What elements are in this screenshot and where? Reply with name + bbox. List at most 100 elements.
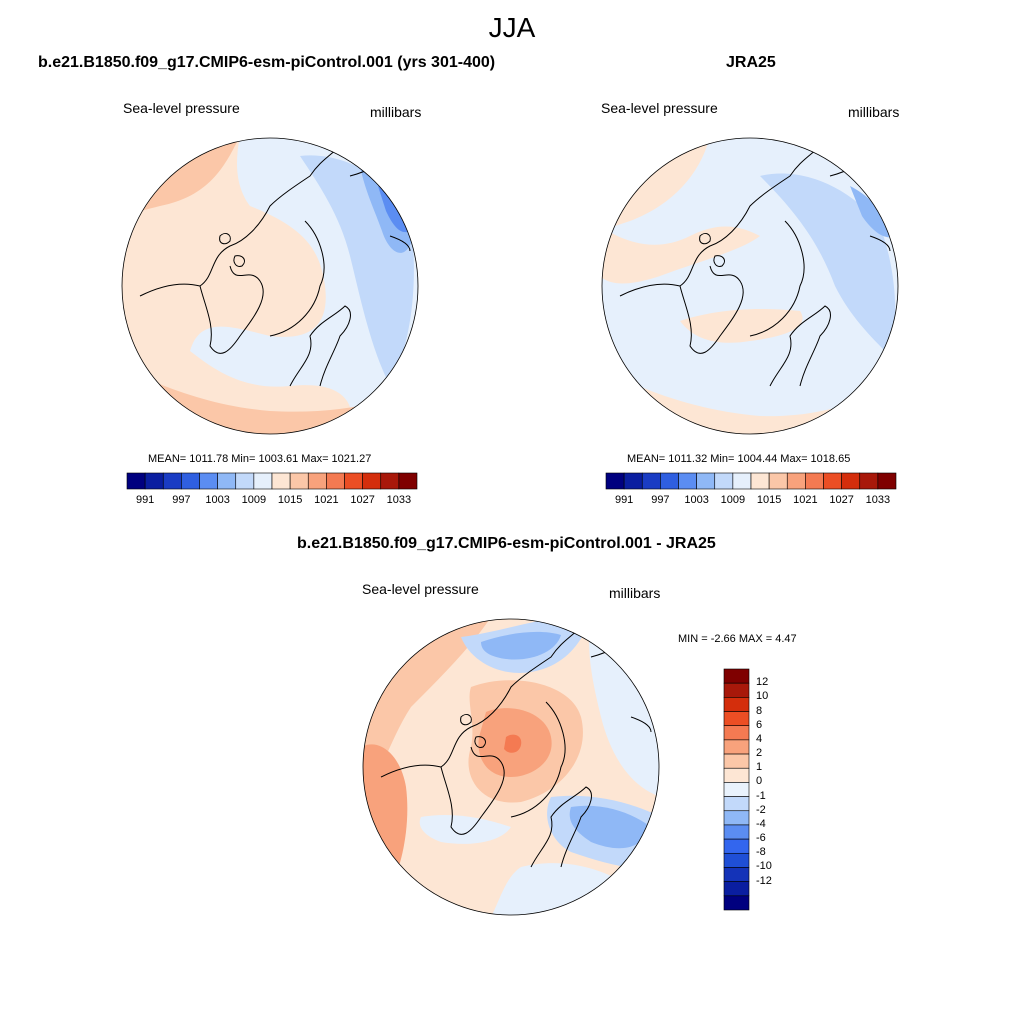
- model-polar-map: [121, 137, 419, 435]
- obs-colorbar-box: [605, 472, 625, 490]
- model-colorbar-box: [253, 472, 273, 490]
- diff-colorbar-box: [723, 838, 750, 854]
- diff-colorbar-box: [723, 895, 750, 911]
- model-colorbar-tick-label: 1021: [314, 494, 339, 506]
- diff-colorbar-tick-label: 0: [756, 775, 763, 788]
- diff-colorbar-box: [723, 739, 750, 755]
- diff-colorbar-tick-label: -12: [756, 874, 772, 887]
- diff-colorbar-tick-label: 4: [756, 732, 763, 745]
- diff-colorbar-tick-label: 10: [756, 690, 769, 703]
- model-variable-label: Sea-level pressure: [123, 100, 240, 116]
- obs-stats: MEAN= 1011.32 Min= 1004.44 Max= 1018.65: [627, 453, 851, 465]
- obs-colorbar-box: [732, 472, 752, 490]
- model-colorbar-box: [398, 472, 418, 490]
- obs-colorbar-tick-label: 1009: [720, 494, 746, 506]
- obs-colorbar-ticks: 991 997 1003 1009 1015 1021 1027 1033: [606, 494, 896, 508]
- model-colorbar-box: [181, 472, 200, 490]
- model-colorbar-box: [144, 472, 164, 490]
- diff-panel-title: b.e21.B1850.f09_g17.CMIP6-esm-piControl.…: [297, 535, 716, 552]
- obs-colorbar-tick-label: 1033: [865, 494, 891, 506]
- obs-colorbar-box: [623, 472, 643, 490]
- model-colorbar-tick-label: 1003: [205, 494, 230, 506]
- obs-colorbar-tick-label: 997: [651, 494, 670, 506]
- diff-colorbar-box: [723, 782, 750, 797]
- diff-colorbar-tick-label: 6: [756, 718, 763, 731]
- obs-colorbar-box: [786, 472, 806, 490]
- model-colorbar-tick-label: 1009: [241, 494, 267, 506]
- diff-colorbar-box: [723, 682, 750, 698]
- model-colorbar-box: [344, 472, 363, 490]
- obs-colorbar-box: [678, 472, 697, 490]
- obs-colorbar-box: [805, 472, 824, 490]
- obs-colorbar-box: [750, 472, 770, 490]
- model-colorbar-box: [235, 472, 255, 490]
- model-colorbar-box: [380, 472, 400, 490]
- diff-colorbar-box: [723, 753, 750, 769]
- obs-variable-label: Sea-level pressure: [601, 100, 718, 116]
- obs-colorbar-tick-label: 1015: [756, 494, 782, 506]
- model-colorbar-box: [289, 472, 309, 490]
- obs-colorbar-box: [877, 472, 897, 490]
- diff-colorbar-tick-label: 12: [756, 676, 769, 689]
- diff-colorbar-tick-label: 1: [756, 761, 763, 774]
- diff-colorbar-tick-label: 8: [756, 704, 763, 717]
- diff-polar-map: [362, 618, 660, 916]
- obs-colorbar-box: [660, 472, 679, 490]
- obs-colorbar-box: [823, 472, 842, 490]
- diff-colorbar-box: [723, 852, 750, 868]
- model-colorbar-box: [362, 472, 382, 490]
- diff-colorbar-tick-label: -1: [756, 789, 766, 802]
- obs-colorbar-box: [641, 472, 661, 490]
- diff-colorbar-tick-label: -10: [756, 860, 772, 873]
- obs-colorbar-box: [696, 472, 716, 490]
- obs-units-label: millibars: [848, 104, 900, 120]
- obs-colorbar-tick-label: 1003: [684, 494, 709, 506]
- model-colorbar-box: [217, 472, 237, 490]
- model-colorbar-tick-label: 997: [172, 494, 191, 506]
- diff-colorbar-box: [723, 810, 750, 826]
- obs-colorbar-box: [714, 472, 734, 490]
- obs-panel-title: JRA25: [726, 54, 776, 71]
- diff-colorbar-box: [723, 767, 750, 783]
- obs-colorbar-tick-label: 1021: [793, 494, 818, 506]
- model-colorbar-box: [326, 472, 345, 490]
- model-colorbar-tick-label: 1015: [277, 494, 303, 506]
- diff-colorbar-box: [723, 711, 750, 727]
- diff-colorbar-box: [723, 881, 750, 897]
- diff-colorbar-ticks: 12 10 8 6 4 2 1 0 -1 -2 -4 -6 -8 -10 -12: [756, 669, 796, 910]
- diff-variable-label: Sea-level pressure: [362, 581, 479, 597]
- model-colorbar-box: [162, 472, 182, 490]
- obs-colorbar-tick-label: 991: [614, 494, 634, 506]
- diff-colorbar-box: [723, 867, 750, 882]
- figure-title: JJA: [488, 12, 536, 43]
- diff-colorbar-box: [723, 824, 750, 840]
- obs-polar-map: [601, 137, 899, 435]
- obs-colorbar-box: [841, 472, 861, 490]
- diff-colorbar-box: [723, 668, 750, 684]
- diff-units-label: millibars: [609, 585, 661, 601]
- diff-colorbar-tick-label: -8: [756, 846, 766, 859]
- model-colorbar-box: [126, 472, 146, 490]
- diff-colorbar: [723, 668, 750, 911]
- diff-colorbar-tick-label: -6: [756, 832, 766, 845]
- model-colorbar-box: [271, 472, 291, 490]
- model-colorbar-tick-label: 1027: [350, 494, 375, 506]
- obs-colorbar-tick-label: 1027: [829, 494, 854, 506]
- model-colorbar-box: [307, 472, 327, 490]
- obs-colorbar-box: [859, 472, 879, 490]
- diff-colorbar-tick-label: -2: [756, 803, 766, 816]
- diff-colorbar-tick-label: 2: [756, 747, 763, 760]
- model-colorbar-ticks: 991 997 1003 1009 1015 1021 1027 1033: [127, 494, 417, 508]
- model-colorbar-tick-label: 1033: [386, 494, 412, 506]
- model-colorbar-box: [199, 472, 218, 490]
- diff-colorbar-tick-label: -4: [756, 817, 766, 830]
- model-stats: MEAN= 1011.78 Min= 1003.61 Max= 1021.27: [148, 453, 372, 465]
- model-panel-title: b.e21.B1850.f09_g17.CMIP6-esm-piControl.…: [38, 54, 496, 71]
- model-colorbar: [126, 472, 418, 490]
- obs-colorbar: [605, 472, 897, 490]
- obs-colorbar-box: [768, 472, 788, 490]
- diff-stats: MIN = -2.66 MAX = 4.47: [678, 633, 797, 645]
- diff-colorbar-box: [723, 725, 750, 741]
- model-units-label: millibars: [370, 104, 422, 120]
- model-colorbar-tick-label: 991: [135, 494, 155, 506]
